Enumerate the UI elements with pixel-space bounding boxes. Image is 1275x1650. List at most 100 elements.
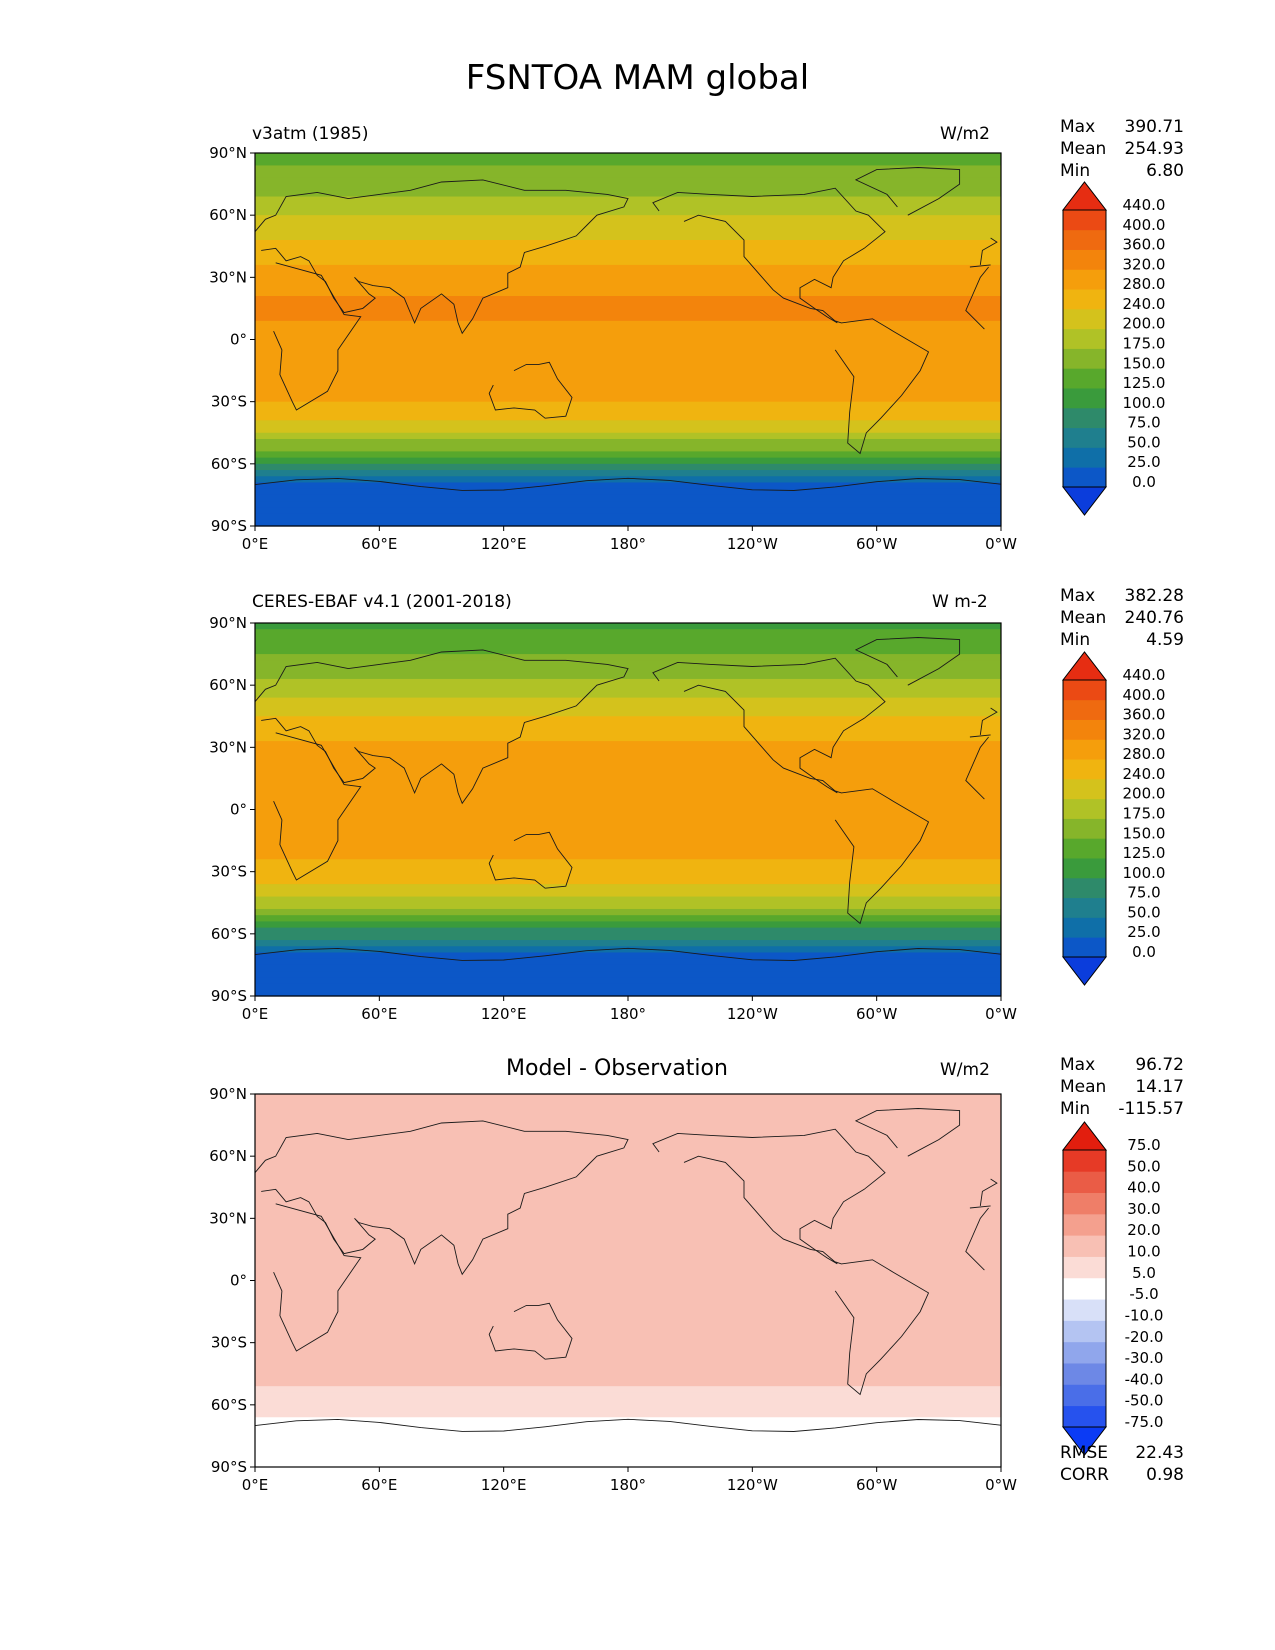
- colorbar-tick-label: 20.0: [1127, 1221, 1160, 1239]
- map-band: [255, 420, 1001, 428]
- colorbar-frame: [1062, 1149, 1107, 1428]
- map-band: [255, 1292, 1001, 1300]
- map-band: [255, 277, 1001, 285]
- panel-3-rmse-label: RMSE: [1060, 1443, 1109, 1463]
- colorbar-3: -75.0 -50.0 -40.0 -30.0 -20.0 -10.0 -5.0 5.0 10.…: [1061, 1121, 1164, 1456]
- map-band: [255, 320, 1001, 328]
- map-band: [255, 865, 1001, 873]
- colorbar-tick-label: 100.0: [1123, 394, 1166, 412]
- x-tick-label: 0°E: [242, 1476, 269, 1494]
- colorbar-segment: [1063, 249, 1106, 270]
- map-band: [255, 933, 1001, 941]
- map-band: [255, 327, 1001, 334]
- map-band: [255, 389, 1001, 397]
- map-band: [255, 358, 1001, 365]
- map-band: [255, 1305, 1001, 1313]
- map-band: [255, 271, 1001, 278]
- map-band: [255, 1454, 1001, 1462]
- colorbar-segment: [1063, 1192, 1106, 1215]
- map-band: [255, 834, 1001, 842]
- coastline: [488, 361, 573, 419]
- map-band: [255, 451, 1001, 459]
- panel-1-stat-mean-label: Mean: [1060, 139, 1107, 159]
- map-band: [255, 339, 1001, 347]
- map-band: [255, 859, 1001, 867]
- x-tick-label: 180°: [610, 1005, 646, 1023]
- map-band: [255, 678, 1001, 686]
- panel-1-stat-min-value: 6.80: [1146, 161, 1184, 181]
- colorbar-tick-label: -75.0: [1125, 1413, 1164, 1431]
- coastline: [488, 831, 573, 889]
- map-band: [255, 803, 1001, 811]
- map-band: [255, 295, 1001, 303]
- colorbar-segment: [1063, 1256, 1106, 1279]
- map-band: [255, 989, 1001, 997]
- colorbar-segment: [1063, 368, 1106, 389]
- map-band: [255, 1324, 1001, 1331]
- colorbar-tick-label: 25.0: [1127, 923, 1160, 941]
- map-band: [255, 940, 1001, 947]
- x-tick-label: 120°W: [727, 1476, 778, 1494]
- coastline-antarctica: [254, 1418, 1001, 1432]
- y-tick-label: 60°N: [209, 676, 247, 694]
- coastline-antarctica: [254, 947, 1001, 961]
- map-band: [255, 302, 1001, 310]
- colorbar-segment: [1063, 229, 1106, 250]
- map-band: [255, 871, 1001, 879]
- x-tick-label: 0°W: [985, 535, 1017, 553]
- panel-2-stat-max-value: 382.28: [1124, 586, 1184, 606]
- colorbar-segment: [1063, 838, 1106, 859]
- map-band: [255, 1261, 1001, 1269]
- colorbar-segment: [1063, 917, 1106, 938]
- colorbar-segment: [1063, 308, 1106, 330]
- map-band: [255, 1342, 1001, 1350]
- map-band: [255, 747, 1001, 755]
- y-tick-label: 30°N: [209, 268, 247, 286]
- panel-1-stat-max-label: Max: [1060, 117, 1096, 137]
- map-panel-2: 0°E 60°E 120°E 180° 120°W 60°W 0°W 90°N 60°N 30°N…: [209, 614, 1017, 1023]
- colorbar-tick-label: 175.0: [1123, 335, 1166, 353]
- colorbar-max-extend: [1061, 651, 1108, 681]
- x-tick-label: 60°E: [361, 535, 397, 553]
- y-tick-label: 90°N: [209, 614, 247, 632]
- map-band: [255, 264, 1001, 272]
- y-tick-label: 30°S: [211, 393, 247, 411]
- colorbar-segment: [1063, 1405, 1106, 1428]
- map-band: [255, 1143, 1001, 1151]
- colorbar-segment: [1063, 210, 1106, 231]
- panel-3-corr-value: 0.98: [1146, 1465, 1184, 1485]
- colorbar-segment: [1063, 1150, 1106, 1172]
- map-band: [255, 258, 1001, 266]
- panel-3-stat-max-label: Max: [1060, 1055, 1096, 1075]
- map-band: [255, 1230, 1001, 1238]
- x-tick-label: 0°E: [242, 535, 269, 553]
- map-band: [255, 1355, 1001, 1362]
- map-band: [255, 1249, 1001, 1257]
- map-band: [255, 629, 1001, 637]
- colorbar-segment: [1063, 699, 1106, 720]
- map-band: [255, 513, 1001, 521]
- colorbar-segment: [1063, 407, 1106, 429]
- coastline: [652, 187, 886, 324]
- colorbar-tick-label: 125.0: [1123, 374, 1166, 392]
- x-tick-label: 0°W: [985, 1476, 1017, 1494]
- colorbar-segment: [1063, 759, 1106, 780]
- colorbar-segment: [1063, 269, 1106, 290]
- y-tick-label: 90°S: [211, 1458, 247, 1476]
- colorbar-segment: [1063, 897, 1106, 918]
- panel-2-stat-mean-label: Mean: [1060, 608, 1107, 628]
- map-band: [255, 1156, 1001, 1163]
- colorbar-segment: [1063, 877, 1106, 899]
- map-band: [255, 672, 1001, 680]
- map-band: [255, 772, 1001, 780]
- colorbar-segment: [1063, 1213, 1106, 1236]
- panel-2-units: W m-2: [932, 592, 988, 612]
- y-tick-label: 60°N: [209, 206, 247, 224]
- coastline: [652, 1128, 886, 1265]
- map-band: [255, 507, 1001, 515]
- coastline: [834, 318, 930, 455]
- y-tick-label: 60°N: [209, 1147, 247, 1165]
- map-panel-3: 0°E 60°E 120°E 180° 120°W 60°W 0°W 90°N 60°N 30°N…: [209, 1085, 1017, 1494]
- colorbar-min-extend: [1061, 486, 1108, 516]
- map-band: [255, 227, 1001, 235]
